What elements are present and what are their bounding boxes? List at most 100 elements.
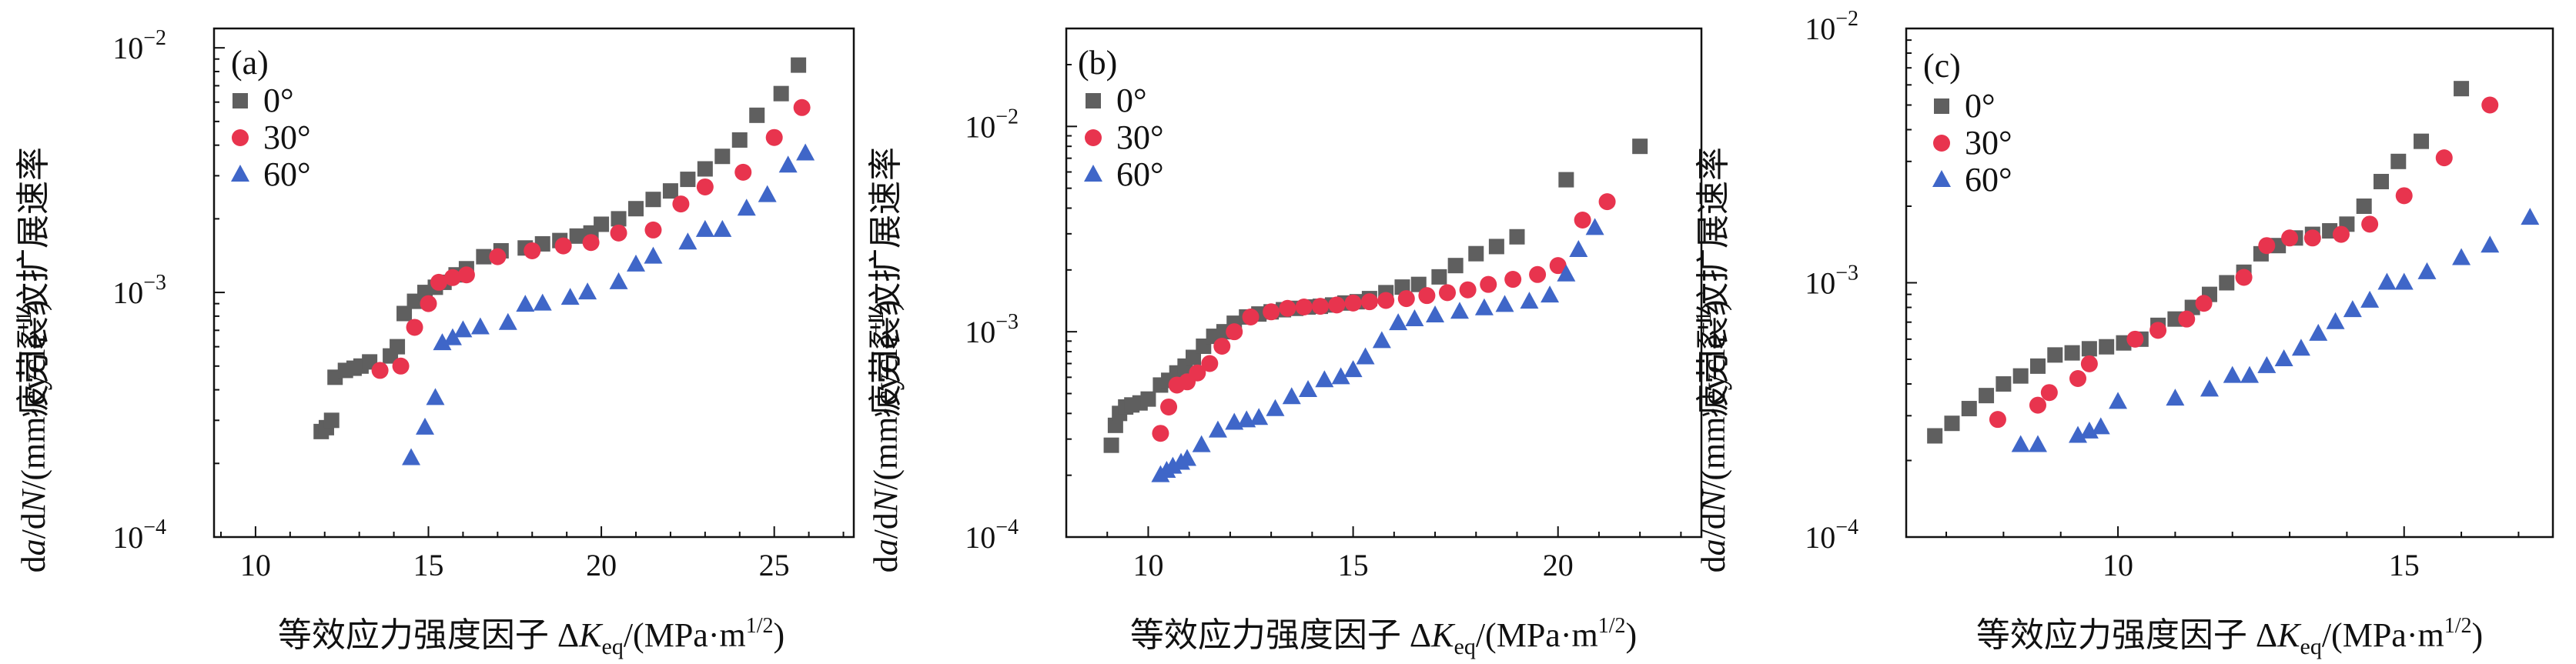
data-point [2309, 323, 2328, 341]
data-point [2257, 355, 2277, 373]
data-point [1927, 428, 1943, 444]
data-point [2454, 81, 2470, 97]
data-point [430, 273, 447, 291]
data-point [2047, 347, 2063, 363]
x-tick-label: 15 [2389, 548, 2420, 582]
legend-marker [231, 165, 249, 182]
x-tick-label: 10 [240, 548, 271, 582]
data-point [2291, 339, 2310, 356]
data-point [628, 201, 644, 217]
data-point [2081, 341, 2097, 357]
data-point [1989, 411, 2006, 429]
series-30deg [371, 98, 811, 379]
data-point [2361, 215, 2379, 233]
data-point [2195, 295, 2213, 312]
data-point [1328, 296, 1346, 314]
series-60deg [1151, 218, 1604, 482]
data-point [1152, 425, 1169, 442]
series-0deg [1103, 138, 1648, 453]
data-point [2240, 365, 2260, 383]
data-point [594, 216, 610, 232]
data-point [2223, 365, 2242, 383]
data-point [2167, 311, 2183, 327]
data-point [406, 319, 423, 336]
data-point [627, 254, 646, 272]
data-point [1468, 245, 1484, 262]
data-point [2521, 208, 2540, 225]
data-point [516, 295, 535, 312]
x-axis-label: 等效应力强度因子 ΔKeq/(MPa·m1/2) [278, 614, 785, 659]
data-point [2029, 396, 2046, 414]
data-point [390, 339, 406, 355]
legend-label: 0° [1965, 87, 1996, 125]
data-point [489, 248, 507, 265]
data-point [695, 219, 714, 237]
data-point [778, 155, 798, 173]
y-tick-label: 10−2 [112, 26, 166, 65]
data-point [1389, 313, 1408, 331]
data-point [524, 242, 541, 259]
data-point [1295, 298, 1313, 315]
data-point [680, 172, 696, 188]
data-point [2270, 238, 2287, 254]
data-point [1944, 415, 1960, 432]
data-point [2235, 269, 2253, 286]
data-point [2012, 368, 2029, 384]
data-point [714, 148, 731, 165]
data-point [2394, 272, 2414, 290]
data-point [2069, 425, 2088, 443]
series-60deg [402, 143, 815, 465]
data-point [396, 305, 413, 322]
data-point [2326, 312, 2345, 329]
data-point [1558, 172, 1574, 188]
data-point [796, 143, 815, 161]
data-point [2373, 173, 2389, 189]
y-tick-label: 10−4 [965, 516, 1019, 555]
x-axis-label: 等效应力强度因子 ΔKeq/(MPa·m1/2) [1976, 614, 2483, 659]
legend-marker [1085, 129, 1102, 146]
data-point [1431, 269, 1447, 285]
data-point [1192, 435, 1211, 452]
data-point [713, 219, 732, 237]
data-point [1541, 285, 1560, 303]
x-tick-label: 25 [759, 548, 790, 582]
data-point [2435, 149, 2453, 167]
data-point [734, 163, 752, 181]
data-point [2099, 339, 2115, 355]
y-axis-label: 疲劳裂纹扩展速率da/dN/(mm·cycle−1) [865, 147, 905, 572]
data-point [1360, 293, 1378, 311]
y-tick-label: 10−2 [965, 105, 1019, 144]
data-point [443, 269, 461, 286]
x-axis-label: 等效应力强度因子 ΔKeq/(MPa·m1/2) [1130, 614, 1637, 659]
legend-marker [1932, 170, 1951, 187]
data-point [1397, 290, 1415, 308]
data-point [1405, 309, 1424, 326]
data-point [453, 320, 473, 338]
data-point [2028, 435, 2047, 452]
x-tick-label: 20 [1543, 548, 1574, 582]
data-point [1447, 258, 1464, 274]
data-point [1459, 281, 1477, 299]
data-point [793, 98, 811, 116]
data-point [1520, 292, 1539, 309]
data-point [1282, 387, 1301, 405]
data-point [578, 282, 597, 300]
data-point [2390, 153, 2407, 169]
x-tick-label: 15 [413, 548, 443, 582]
data-point [1557, 264, 1576, 282]
data-point [2011, 435, 2030, 452]
legend-marker [232, 129, 249, 146]
data-point [420, 295, 437, 312]
data-point [2126, 330, 2144, 348]
legend-label: 60° [263, 155, 311, 193]
data-point [2069, 370, 2087, 388]
legend-label: 0° [1116, 82, 1147, 119]
data-point [1312, 298, 1329, 315]
data-point [1377, 292, 1395, 309]
data-point [1598, 193, 1616, 211]
data-point [610, 224, 627, 242]
data-point [371, 362, 389, 379]
data-point [1299, 379, 1318, 397]
data-point [2109, 392, 2128, 409]
